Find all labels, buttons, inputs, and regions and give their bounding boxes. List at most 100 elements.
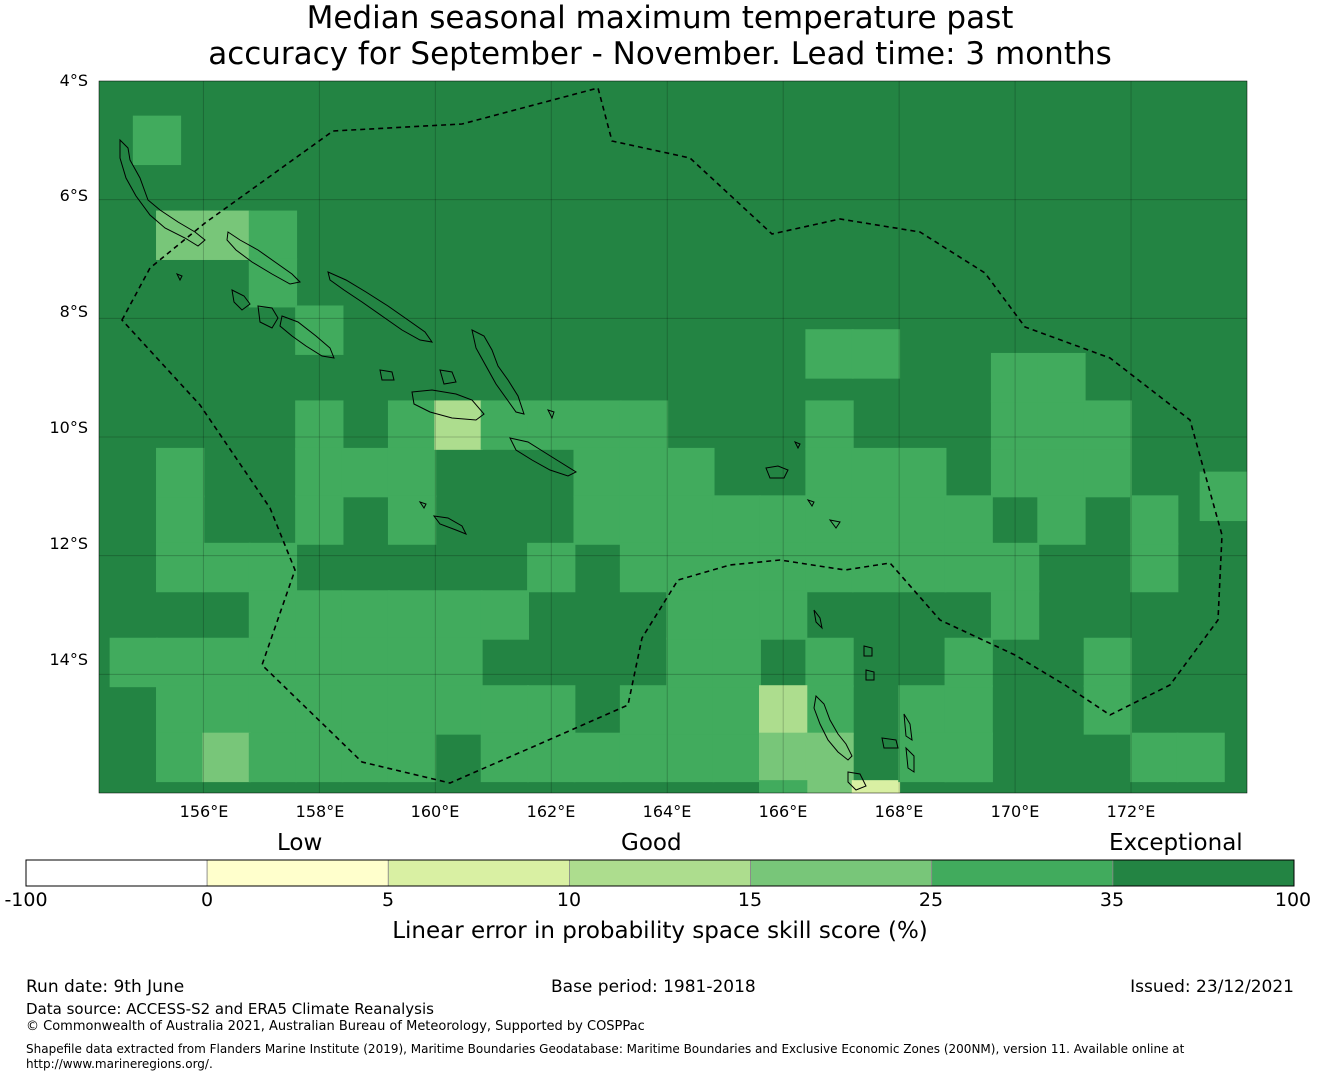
skill-cell <box>387 637 437 688</box>
skill-cell <box>666 637 715 688</box>
skill-cell <box>341 732 390 783</box>
skill-cell <box>248 637 298 688</box>
skill-cell <box>990 447 1040 498</box>
skill-cell <box>295 447 344 498</box>
skill-cell <box>480 685 530 735</box>
skill-cell <box>712 685 761 735</box>
skill-cell <box>666 732 715 783</box>
skill-cell <box>619 400 669 450</box>
colorbar-tick: 5 <box>381 889 395 911</box>
island-outline <box>432 515 468 535</box>
skill-cell <box>156 637 205 688</box>
skill-cell <box>619 685 669 735</box>
skill-cell <box>341 590 390 640</box>
skill-cell <box>295 732 344 783</box>
skill-cell <box>573 447 622 498</box>
skill-cell <box>1083 447 1132 498</box>
skill-cell <box>619 732 669 783</box>
skill-cell <box>434 590 483 640</box>
eez-boundary <box>121 87 1223 784</box>
category-good: Good <box>621 830 682 856</box>
skill-cell <box>156 685 205 735</box>
skill-cell <box>341 685 390 735</box>
skill-cell <box>387 495 437 545</box>
base-period: Base period: 1981-2018 <box>551 977 756 997</box>
lon-label-162e: 162°E <box>526 802 576 821</box>
island-outline <box>903 713 913 742</box>
skill-cell <box>387 732 437 783</box>
lon-label-166e: 166°E <box>758 802 808 821</box>
lon-label-170e: 170°E <box>990 802 1040 821</box>
colorbar-tick: 100 <box>1274 889 1312 911</box>
colorbar-tick: 15 <box>737 889 763 911</box>
skill-cell <box>990 542 1040 593</box>
colorbar-tick: -100 <box>4 889 48 911</box>
island-outline <box>439 369 457 385</box>
skill-cell <box>295 400 344 450</box>
colorbar-frame <box>25 859 1295 887</box>
skill-cell <box>805 780 854 793</box>
skill-cell <box>434 637 483 688</box>
skill-cell <box>527 685 576 735</box>
skill-cell <box>1083 400 1132 450</box>
skill-cell <box>666 495 715 545</box>
skill-cell <box>202 732 251 783</box>
skill-cell <box>527 732 576 783</box>
colorbar <box>25 859 1295 887</box>
island-outline <box>813 609 823 630</box>
island-outline <box>279 315 335 359</box>
map-title-line-1: Median seasonal maximum temperature past <box>306 0 1014 36</box>
skill-cell <box>156 447 205 498</box>
skill-cell <box>619 447 669 498</box>
island-outline <box>379 369 395 381</box>
skill-cell <box>434 400 483 450</box>
skill-cell <box>1083 637 1132 688</box>
skill-cell <box>666 685 715 735</box>
lon-label-160e: 160°E <box>410 802 460 821</box>
lat-label-14s: 14°S <box>49 650 88 669</box>
island-outline <box>806 499 815 507</box>
skill-cell <box>248 685 298 735</box>
skill-cell <box>156 732 205 783</box>
skill-cell <box>759 685 808 735</box>
island-outline <box>547 409 555 420</box>
island-outline <box>509 437 578 477</box>
skill-cell <box>944 542 993 593</box>
skill-cell <box>990 400 1040 450</box>
skill-cell <box>759 590 808 640</box>
skill-cell <box>759 495 808 545</box>
skill-cell <box>295 495 344 545</box>
skill-cell <box>898 447 947 498</box>
skill-cell <box>480 400 530 450</box>
skill-cell <box>1083 685 1132 735</box>
island-outline <box>411 389 485 421</box>
skill-cell <box>851 780 901 793</box>
skill-cell <box>480 732 530 783</box>
map-title-line-2: accuracy for September - November. Lead … <box>208 36 1112 72</box>
skill-cell <box>341 637 390 688</box>
data-source: Data source: ACCESS-S2 and ERA5 Climate … <box>26 1000 434 1018</box>
skill-cell <box>527 542 576 593</box>
colorbar-segment <box>1112 859 1295 887</box>
island-outline <box>257 305 279 329</box>
island-outline <box>119 138 206 247</box>
skill-cell <box>202 685 251 735</box>
island-outline <box>793 441 801 450</box>
skill-cell <box>851 447 901 498</box>
skill-cell <box>156 542 205 593</box>
lat-label-12s: 12°S <box>49 534 88 553</box>
colorbar-tick: 0 <box>200 889 214 911</box>
skill-cell <box>387 400 437 450</box>
skill-cell <box>202 542 251 593</box>
skill-cell <box>944 495 993 545</box>
island-outline <box>865 669 875 681</box>
skill-cell <box>387 590 437 640</box>
shapefile-url: http://www.marineregions.org/. <box>26 1057 213 1071</box>
skill-cell <box>248 210 298 260</box>
island-outline <box>881 737 899 749</box>
colorbar-tick: 35 <box>1099 889 1125 911</box>
skill-cell <box>573 400 622 450</box>
shapefile-credit: Shapefile data extracted from Flanders M… <box>26 1042 1185 1056</box>
island-outline <box>813 694 853 761</box>
